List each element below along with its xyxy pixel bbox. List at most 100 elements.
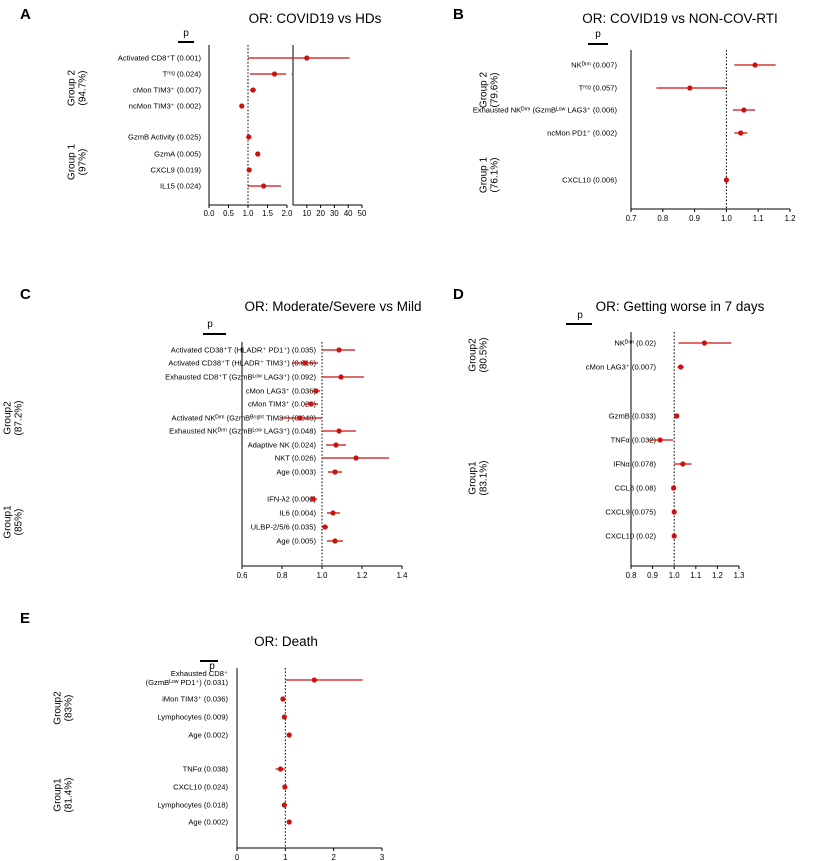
x-tick-label: 0.8 xyxy=(277,571,288,580)
odds-ratio-point xyxy=(336,428,342,434)
row-label: cMon TIM3⁺ (0.007) xyxy=(133,86,201,95)
row-label: Age (0.002) xyxy=(188,731,228,740)
row-label: cMon TIM3⁺ (0.026) xyxy=(248,400,316,409)
row-label: Lymphocytes (0.009) xyxy=(157,713,228,722)
row-label: CXCL10 (0.02) xyxy=(605,532,656,541)
row-label: Activated NKᴰⁱᵐ (GzmBᴮʳⁱᵍʰᵗ TIM3⁺) (0.04… xyxy=(172,414,317,423)
group-label-percent: (87.2%) xyxy=(14,400,25,435)
row-label: Tʳᵉᵍ (0.057) xyxy=(579,84,618,93)
odds-ratio-point xyxy=(311,677,317,683)
group-label: Group1 (81.4%) xyxy=(53,777,75,812)
group-label-percent: (83%) xyxy=(64,695,75,722)
group-label-percent: (81.4%) xyxy=(64,777,75,812)
odds-ratio-point xyxy=(304,55,310,61)
row-label: Exhausted CD8⁺T (GzmBᴸᵒʷ LAG3⁺) (0.092) xyxy=(165,373,316,382)
group-label-percent: (80.5%) xyxy=(479,337,490,372)
panel-c: C OR: Moderate/Severe vs Mild p 0.6 0.8 1.0 1.… xyxy=(3,286,422,580)
row-label: CXCL10 (0.024) xyxy=(173,783,228,792)
row-label: ncMon TIM3⁺ (0.002) xyxy=(129,102,202,111)
panel-letter: D xyxy=(453,286,464,303)
row-label: Age (0.003) xyxy=(276,468,316,477)
odds-ratio-point xyxy=(280,696,286,702)
odds-ratio-point xyxy=(302,360,308,366)
odds-ratio-point xyxy=(333,442,339,448)
row-label: IL6 (0.004) xyxy=(279,509,316,518)
row-label: (GzmBᴸᵒʷ PD1⁺) (0.031) xyxy=(146,678,229,687)
odds-ratio-point xyxy=(281,802,287,808)
odds-ratio-point xyxy=(246,167,252,173)
row-label: cMon LAG3⁺ (0.036) xyxy=(246,387,317,396)
odds-ratio-point xyxy=(310,496,316,502)
panel-title: OR: COVID19 vs HDs xyxy=(249,11,382,26)
panel-letter: A xyxy=(20,6,31,23)
row-label: CXCL9 (0.075) xyxy=(605,508,656,517)
row-label: Activated CD38⁺T (HLADR⁺ PD1⁺) (0.035) xyxy=(171,346,317,355)
group-label-name: Group 1 xyxy=(479,156,490,193)
panel-title: OR: Getting worse in 7 days xyxy=(596,299,765,314)
odds-ratio-point xyxy=(322,524,328,530)
x-tick-label: 1.4 xyxy=(397,571,409,580)
odds-ratio-point xyxy=(239,103,245,109)
row-label: Activated CD8⁺T (0.001) xyxy=(118,54,202,63)
odds-ratio-point xyxy=(671,533,677,539)
odds-ratio-point xyxy=(723,177,730,183)
row-label: Adaptive NK (0.024) xyxy=(248,441,317,450)
odds-ratio-point xyxy=(330,510,336,516)
panel-letter: E xyxy=(20,610,30,627)
odds-ratio-point xyxy=(671,509,677,515)
group-label-percent: (85%) xyxy=(14,509,25,536)
group-label: Group 2 (79.6%) xyxy=(479,71,501,108)
odds-ratio-point xyxy=(261,183,267,189)
x-tick-label: 40 xyxy=(344,209,353,218)
odds-ratio-point xyxy=(680,461,686,467)
odds-ratio-point xyxy=(286,732,292,738)
x-tick-label: 1.1 xyxy=(690,571,701,580)
odds-ratio-point xyxy=(308,401,314,407)
odds-ratio-point xyxy=(338,374,344,380)
odds-ratio-point xyxy=(297,415,303,421)
row-label: NKT (0.026) xyxy=(275,454,317,463)
panel-title: OR: COVID19 vs NON-COV-RTI xyxy=(582,11,778,26)
panel-e: E OR: Death p 0 1 2 3 Group2 (83%) Exhausted CD8⁺… xyxy=(20,610,384,861)
row-label: IL15 (0.024) xyxy=(160,182,201,191)
row-label: Age (0.005) xyxy=(276,537,316,546)
row-label: ULBP-2/5/6 (0.035) xyxy=(251,523,317,532)
p-value-header: p xyxy=(595,29,601,40)
odds-ratio-point xyxy=(701,340,708,346)
x-tick-label: 2.0 xyxy=(282,209,294,218)
x-tick-label: 1 xyxy=(283,853,287,861)
row-label: Age (0.002) xyxy=(188,818,228,827)
odds-ratio-point xyxy=(741,107,747,113)
x-tick-label: 1.0 xyxy=(721,214,733,223)
row-label: NKᴰⁱᵐ (0.007) xyxy=(571,61,617,70)
row-label: GzmA (0.005) xyxy=(154,150,201,159)
x-tick-label: 30 xyxy=(330,209,339,218)
x-tick-label: 0.7 xyxy=(626,214,637,223)
row-label: IFN-λ2 (0.002) xyxy=(267,495,316,504)
odds-ratio-point xyxy=(282,784,288,790)
x-tick-label: 0.8 xyxy=(626,571,637,580)
row-label: Exhausted NKᴰⁱᵐ (GzmBᴸᵒʷ LAG3⁺ (0.006) xyxy=(473,106,618,115)
panel-letter: C xyxy=(20,286,31,303)
row-label: CXCL9 (0.019) xyxy=(150,166,201,175)
row-label: ncMon PD1⁺ (0.002) xyxy=(547,129,617,138)
row-label: CCL8 (0.08) xyxy=(615,484,657,493)
x-tick-label: 1.0 xyxy=(669,571,681,580)
odds-ratio-point xyxy=(277,766,284,772)
x-tick-label: 0.6 xyxy=(237,571,248,580)
group-label-percent: (97%) xyxy=(78,149,89,176)
axis-break-mark xyxy=(291,73,293,75)
p-value-header: p xyxy=(207,319,213,330)
odds-ratio-point xyxy=(332,538,338,544)
odds-ratio-point xyxy=(281,714,287,720)
group-label-name: Group1 xyxy=(53,778,64,812)
group-label: Group 1 (97%) xyxy=(67,143,89,180)
group-label: Group 1 (76.1%) xyxy=(479,156,501,193)
row-label: Exhausted CD8⁺ xyxy=(171,669,228,678)
row-label: Activated CD38⁺T (HLADR⁺ TIM3⁺) (0.016) xyxy=(168,359,316,368)
group-label-name: Group1 xyxy=(3,505,14,539)
row-label: TNFα (0.032) xyxy=(611,436,657,445)
x-tick-label: 3 xyxy=(380,853,384,861)
group-label: Group1 (83.1%) xyxy=(468,460,490,495)
